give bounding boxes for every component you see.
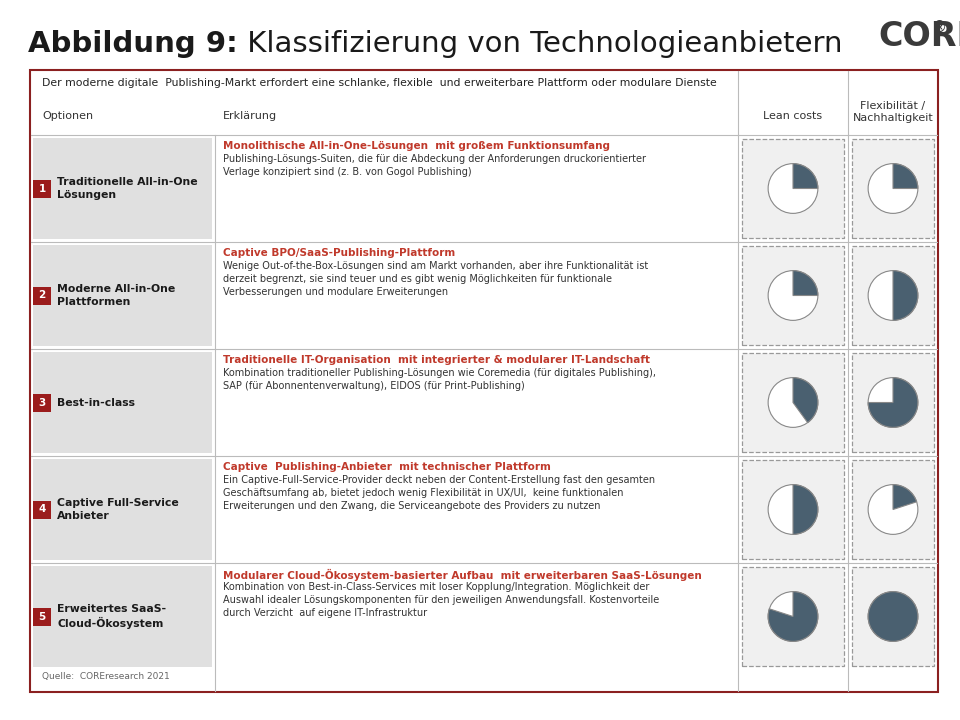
Bar xyxy=(742,139,844,238)
Wedge shape xyxy=(793,271,818,295)
Circle shape xyxy=(768,485,818,534)
Text: Erklärung: Erklärung xyxy=(223,111,277,121)
Text: Lean costs: Lean costs xyxy=(763,111,823,121)
Wedge shape xyxy=(793,163,818,189)
Bar xyxy=(33,500,51,518)
Circle shape xyxy=(868,592,918,642)
Wedge shape xyxy=(793,377,818,423)
Circle shape xyxy=(868,377,918,428)
Text: Moderne All-in-One
Plattformen: Moderne All-in-One Plattformen xyxy=(57,284,176,307)
Bar xyxy=(33,394,51,412)
Wedge shape xyxy=(893,485,917,510)
Text: Erweitertes SaaS-
Cloud-Ökosystem: Erweitertes SaaS- Cloud-Ökosystem xyxy=(57,604,166,629)
Bar xyxy=(33,608,51,626)
Bar xyxy=(33,138,212,239)
Bar xyxy=(742,246,844,345)
Text: Kombination von Best-in-Class-Services mit loser Kopplung/Integration. Möglichke: Kombination von Best-in-Class-Services m… xyxy=(223,582,660,618)
Bar xyxy=(33,245,212,346)
Circle shape xyxy=(868,485,918,534)
Bar xyxy=(852,567,934,666)
Circle shape xyxy=(868,163,918,213)
Text: Best-in-class: Best-in-class xyxy=(57,397,135,408)
Circle shape xyxy=(768,271,818,320)
Circle shape xyxy=(768,163,818,213)
Bar xyxy=(30,70,938,692)
Bar xyxy=(33,566,212,667)
Text: 1: 1 xyxy=(38,184,46,194)
Bar xyxy=(33,287,51,305)
Text: Flexibilität /
Nachhaltigkeit: Flexibilität / Nachhaltigkeit xyxy=(852,102,933,123)
Bar xyxy=(33,352,212,453)
Text: Traditionelle All-in-One
Lösungen: Traditionelle All-in-One Lösungen xyxy=(57,177,198,199)
Circle shape xyxy=(868,592,918,642)
Text: Der moderne digitale  Publishing-Markt erfordert eine schlanke, flexible  und er: Der moderne digitale Publishing-Markt er… xyxy=(42,78,717,88)
Text: 4: 4 xyxy=(38,505,46,515)
Text: Klassifizierung von Technologieanbietern: Klassifizierung von Technologieanbietern xyxy=(238,30,842,58)
Text: Abbildung 9:: Abbildung 9: xyxy=(28,30,238,58)
Text: Kombination traditioneller Publishing-Lösungen wie Coremedia (für digitales Publ: Kombination traditioneller Publishing-Lö… xyxy=(223,368,656,391)
Text: Captive  Publishing-Anbieter  mit technischer Plattform: Captive Publishing-Anbieter mit technisc… xyxy=(223,462,551,472)
Text: Wenige Out-of-the-Box-Lösungen sind am Markt vorhanden, aber ihre Funktionalität: Wenige Out-of-the-Box-Lösungen sind am M… xyxy=(223,261,648,297)
Bar xyxy=(852,246,934,345)
Text: 2: 2 xyxy=(38,290,46,300)
Text: CORE: CORE xyxy=(878,20,960,53)
Wedge shape xyxy=(793,485,818,534)
Bar xyxy=(852,353,934,452)
Text: Publishing-Lösungs-Suiten, die für die Abdeckung der Anforderungen druckorientie: Publishing-Lösungs-Suiten, die für die A… xyxy=(223,154,646,177)
Text: ®: ® xyxy=(932,20,948,35)
Bar xyxy=(742,567,844,666)
Bar xyxy=(742,460,844,559)
Bar xyxy=(742,353,844,452)
Wedge shape xyxy=(893,271,918,320)
Text: Ein Captive-Full-Service-Provider deckt neben der Content-Erstellung fast den ge: Ein Captive-Full-Service-Provider deckt … xyxy=(223,475,655,510)
Bar xyxy=(33,179,51,197)
Wedge shape xyxy=(893,163,918,189)
Circle shape xyxy=(768,377,818,428)
Circle shape xyxy=(868,271,918,320)
Wedge shape xyxy=(768,592,818,642)
Text: Monolithische All-in-One-Lösungen  mit großem Funktionsumfang: Monolithische All-in-One-Lösungen mit gr… xyxy=(223,141,610,151)
Text: Optionen: Optionen xyxy=(42,111,93,121)
Text: 3: 3 xyxy=(38,397,46,408)
Bar xyxy=(33,459,212,560)
Text: Quelle:  COREresearch 2021: Quelle: COREresearch 2021 xyxy=(42,672,170,680)
Circle shape xyxy=(768,592,818,642)
Wedge shape xyxy=(868,377,918,428)
Bar xyxy=(852,139,934,238)
Text: Modularer Cloud-Ökosystem-basierter Aufbau  mit erweiterbaren SaaS-Lösungen: Modularer Cloud-Ökosystem-basierter Aufb… xyxy=(223,569,702,581)
Text: 5: 5 xyxy=(38,611,46,621)
Bar xyxy=(852,460,934,559)
Text: Captive Full-Service
Anbieter: Captive Full-Service Anbieter xyxy=(57,498,179,521)
Text: Traditionelle IT-Organisation  mit integrierter & modularer IT-Landschaft: Traditionelle IT-Organisation mit integr… xyxy=(223,355,650,365)
Text: Captive BPO/SaaS-Publishing-Plattform: Captive BPO/SaaS-Publishing-Plattform xyxy=(223,248,455,258)
